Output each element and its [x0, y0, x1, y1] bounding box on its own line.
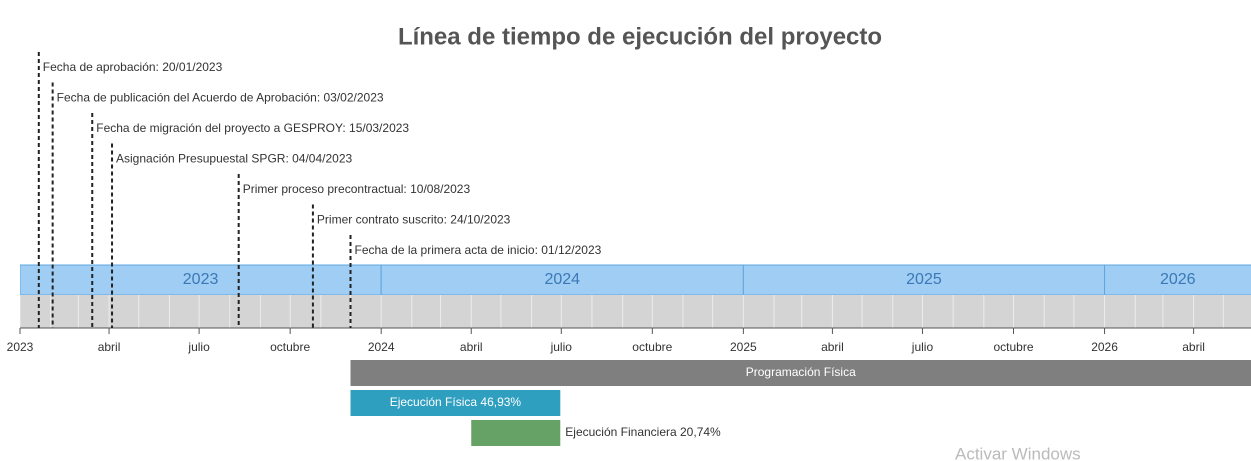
year-band	[20, 264, 382, 296]
x-tick-label: octubre	[270, 340, 310, 354]
event-label: Asignación Presupuestal SPGR: 04/04/2023	[116, 152, 352, 166]
year-band	[380, 264, 744, 296]
x-tick-label: julio	[550, 340, 573, 354]
x-tick-label: julio	[187, 340, 210, 354]
month-band	[20, 295, 1251, 328]
event-label: Primer proceso precontractual: 10/08/202…	[243, 182, 471, 196]
event-label: Fecha de la primera acta de inicio: 01/1…	[355, 243, 602, 257]
bar	[350, 360, 1251, 386]
year-band	[1104, 264, 1251, 296]
x-tick-label: abril	[98, 340, 121, 354]
x-tick-label: 2024	[368, 340, 395, 354]
x-tick-label: 2025	[730, 340, 757, 354]
year-label: 2025	[906, 271, 942, 288]
x-tick-label: abril	[1182, 340, 1205, 354]
bar-label: Ejecución Financiera 20,74%	[565, 425, 721, 439]
x-tick-label: octubre	[993, 340, 1033, 354]
x-tick-label: julio	[911, 340, 934, 354]
x-tick-label: octubre	[632, 340, 672, 354]
bar-label: Ejecución Física 46,93%	[390, 395, 522, 409]
bar-label: Programación Física	[746, 365, 856, 379]
event-label: Fecha de publicación del Acuerdo de Apro…	[57, 91, 384, 105]
year-label: 2024	[544, 271, 580, 288]
bar	[350, 390, 561, 416]
year-label: 2023	[183, 271, 219, 288]
x-tick-label: 2026	[1091, 340, 1118, 354]
x-tick-label: abril	[821, 340, 844, 354]
chart-title: Línea de tiempo de ejecución del proyect…	[398, 23, 882, 50]
event-label: Fecha de migración del proyecto a GESPRO…	[96, 121, 409, 135]
year-label: 2026	[1160, 271, 1196, 288]
bar	[471, 420, 561, 446]
event-label: Fecha de aprobación: 20/01/2023	[43, 60, 223, 74]
plot: 2023 2024 2025 2026	[20, 264, 1251, 446]
x-tick-label: 2023	[7, 340, 34, 354]
watermark: Activar Windows	[955, 444, 1081, 461]
x-tick-label: abril	[460, 340, 483, 354]
event-label: Primer contrato suscrito: 24/10/2023	[317, 213, 511, 227]
